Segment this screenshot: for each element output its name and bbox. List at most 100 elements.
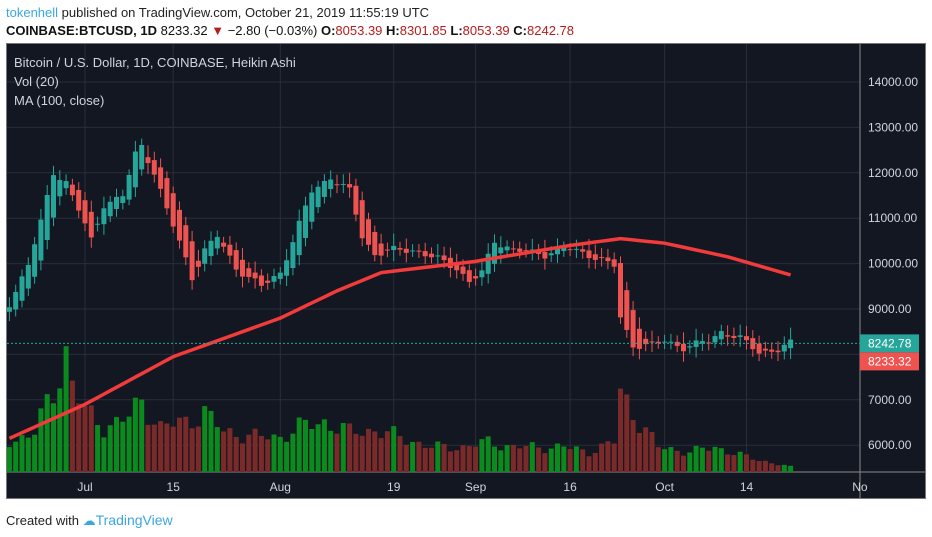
candle-body: [240, 259, 245, 277]
candle-body: [523, 250, 529, 252]
candle-body: [139, 144, 145, 170]
candle-body: [51, 175, 56, 218]
candle-body: [32, 244, 38, 277]
volume-bar: [403, 444, 409, 472]
candle-body: [290, 242, 296, 269]
volume-bar: [44, 394, 50, 472]
candle-body: [397, 247, 403, 250]
volume-bar: [233, 436, 239, 472]
candle-body: [265, 280, 271, 283]
volume-legend[interactable]: Vol (20): [14, 74, 59, 89]
candle-body: [340, 183, 346, 185]
volume-bar: [296, 417, 302, 472]
candle-body: [189, 241, 195, 281]
volume-bar: [441, 443, 447, 472]
volume-bar: [51, 403, 56, 472]
candle-body: [19, 276, 25, 301]
volume-bar: [277, 436, 283, 472]
volume-bar: [290, 433, 296, 472]
candle-body: [756, 343, 762, 354]
candle-body: [504, 246, 510, 251]
volume-bar: [536, 447, 542, 472]
x-tick-label: 19: [387, 480, 401, 494]
volume-bar: [788, 465, 794, 472]
volume-bar: [309, 428, 315, 472]
volume-bar: [429, 447, 434, 472]
candle-body: [328, 179, 334, 189]
volume-bar: [32, 434, 38, 472]
volume-bar: [328, 430, 334, 472]
volume-bar: [744, 454, 749, 472]
candle-body: [649, 341, 655, 343]
volume-bar: [164, 423, 170, 472]
author-link[interactable]: tokenhell: [6, 5, 59, 20]
volume-bar: [114, 417, 119, 472]
candle-body: [498, 247, 504, 254]
volume-bar: [246, 434, 252, 472]
volume-bar: [101, 437, 107, 472]
volume-bar: [82, 406, 88, 472]
low-value: 8053.39: [462, 23, 510, 38]
series-title: Bitcoin / U.S. Dollar, 1D, COINBASE, Hei…: [14, 55, 296, 70]
candle-body: [227, 244, 233, 256]
volume-bar: [158, 421, 164, 472]
volume-bar: [643, 427, 649, 472]
chart-svg[interactable]: 14000.00 13000.00 12000.00 11000.00 10000.00…: [6, 44, 925, 498]
price-label: 8233.32: [868, 354, 912, 368]
candle-body: [284, 260, 290, 276]
x-tick-label: Aug: [270, 480, 291, 494]
volume-bar: [510, 444, 516, 472]
volume-bar: [555, 443, 560, 472]
candle-body: [479, 270, 485, 278]
candle-body: [321, 181, 327, 197]
candle-body: [454, 262, 460, 271]
volume-bar: [6, 447, 12, 472]
candle-body: [38, 219, 44, 261]
candle-body: [410, 250, 416, 252]
candle-body: [555, 247, 560, 255]
candle-body: [416, 250, 422, 252]
tradingview-link[interactable]: TradingView: [95, 512, 173, 528]
tradingview-logo-icon: ☁: [82, 513, 96, 528]
volume-bar: [38, 408, 44, 472]
candle-body: [44, 195, 50, 241]
volume-bar: [378, 438, 384, 472]
candle-body: [353, 185, 359, 215]
volume-bar: [718, 448, 724, 472]
volume-bar: [372, 431, 378, 472]
candle-body: [164, 178, 170, 209]
candle-body: [170, 193, 176, 227]
volume-bar: [599, 443, 605, 472]
candle-body: [347, 184, 353, 188]
candle-body: [25, 264, 31, 289]
price-label: 8242.78: [868, 336, 912, 350]
volume-bar: [517, 448, 523, 472]
volume-bar: [460, 445, 466, 472]
chart-area[interactable]: 14000.00 13000.00 12000.00 11000.00 10000.00…: [6, 43, 926, 499]
ma-legend[interactable]: MA (100, close): [14, 93, 105, 108]
volume-bar: [57, 388, 63, 472]
candle-body: [712, 336, 718, 343]
candle-body: [561, 247, 567, 251]
volume-bar: [573, 446, 579, 472]
candle-body: [668, 341, 674, 343]
volume-bar: [762, 460, 768, 472]
volume-bar: [447, 451, 453, 472]
x-tick-label: Jul: [77, 480, 92, 494]
created-with: Created with: [6, 513, 79, 528]
candle-body: [775, 350, 781, 353]
volume-bar: [88, 405, 94, 472]
volume-bar: [485, 436, 491, 472]
volume-bar: [674, 450, 680, 472]
candle-body: [636, 328, 642, 349]
volume-bar: [529, 442, 535, 472]
candle-body: [277, 272, 283, 279]
y-tick-label: 6000.00: [868, 438, 912, 452]
x-tick-label: Oct: [655, 480, 674, 494]
volume-bar: [611, 443, 617, 472]
volume-bar: [208, 410, 214, 472]
candle-body: [737, 335, 743, 337]
volume-bar: [775, 465, 781, 472]
volume-bar: [76, 403, 82, 472]
volume-bar: [435, 441, 441, 472]
